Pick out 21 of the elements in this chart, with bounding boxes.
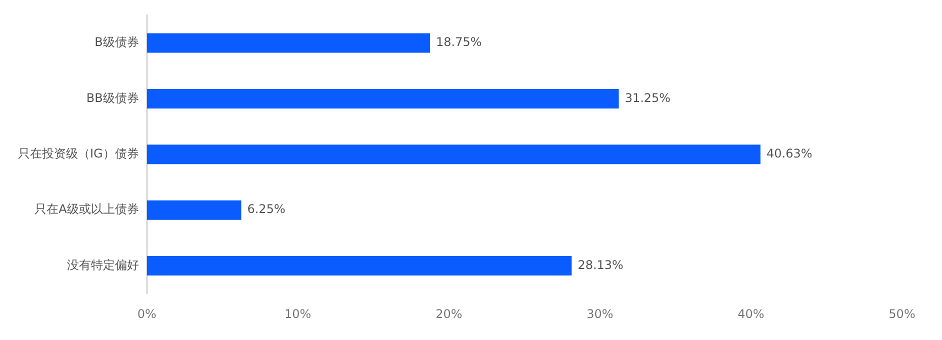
- y-tick-label: 没有特定偏好: [66, 258, 139, 272]
- bar: [146, 200, 242, 220]
- x-tick-label: 30%: [586, 306, 614, 321]
- data-label: 40.63%: [766, 146, 812, 161]
- y-tick-label: 只在投资级（IG）债券: [18, 146, 139, 161]
- y-tick-label: 只在A级或以上债券: [34, 202, 139, 216]
- bar: [146, 144, 760, 164]
- x-tick-label: 10%: [284, 306, 312, 321]
- data-label: 28.13%: [578, 258, 624, 272]
- data-label: 18.75%: [436, 35, 482, 50]
- bar: [146, 88, 619, 108]
- data-label: 6.25%: [247, 202, 286, 216]
- x-tick-label: 20%: [436, 306, 462, 321]
- x-tick-label: 40%: [738, 306, 764, 321]
- y-tick-label: BB级债券: [86, 90, 139, 105]
- y-tick-label: B级债券: [94, 35, 139, 50]
- bar: [146, 256, 572, 276]
- data-label: 31.25%: [624, 90, 671, 105]
- x-tick-label: 0%: [137, 306, 156, 321]
- x-tick-label: 50%: [888, 306, 916, 321]
- bar: [146, 33, 430, 53]
